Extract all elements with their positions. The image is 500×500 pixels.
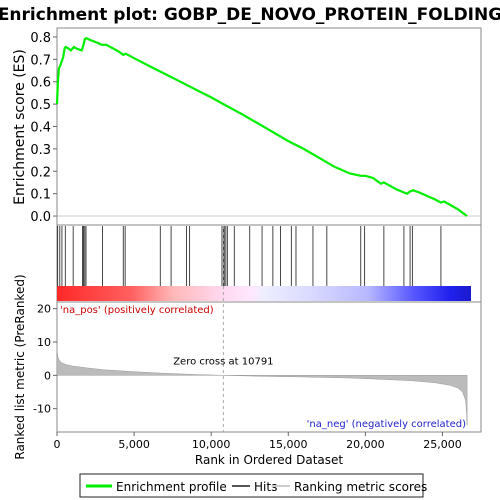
es-tick-label: 0.3 xyxy=(30,143,51,158)
metric-tick-label: 10 xyxy=(37,336,51,349)
es-tick-label: 0.5 xyxy=(30,98,51,113)
legend-metric-label: Ranking metric scores xyxy=(294,480,427,494)
rank-color-bar xyxy=(57,286,471,301)
es-tick-label: 0.4 xyxy=(30,121,51,136)
es-tick-label: 0.2 xyxy=(30,165,51,180)
legend-hits-label: Hits xyxy=(254,480,277,494)
enrichment-profile-line xyxy=(55,36,468,217)
zero-cross-label: Zero cross at 10791 xyxy=(173,357,273,368)
x-tick-label: 15,000 xyxy=(269,438,308,451)
es-tick-label: 0.8 xyxy=(30,31,51,46)
metric-tick-label: 0 xyxy=(44,369,51,382)
pos-label: 'na_pos' (positively correlated) xyxy=(60,305,214,316)
ranking-metric-area xyxy=(56,343,468,426)
es-tick-label: 0.1 xyxy=(30,188,51,203)
metric-tick-label: 20 xyxy=(37,303,51,316)
es-tick-label: 0.7 xyxy=(30,53,51,68)
x-tick-label: 20,000 xyxy=(346,438,385,451)
x-tick-label: 0 xyxy=(54,438,61,451)
es-tick-label: 0.6 xyxy=(30,76,51,91)
es-axis-label: Enrichment score (ES) xyxy=(12,49,28,205)
legend-enrichment-label: Enrichment profile xyxy=(116,480,227,494)
es-tick-label: 0.0 xyxy=(30,210,51,225)
metric-tick-label: -10 xyxy=(33,403,51,416)
legend-item-hits: Hits xyxy=(232,480,277,494)
metric-panel-frame xyxy=(56,301,482,433)
x-tick-label: 25,000 xyxy=(423,438,462,451)
chart-title: Enrichment plot: GOBP_DE_NOVO_PROTEIN_FO… xyxy=(0,5,500,25)
es-panel-frame xyxy=(56,27,482,226)
metric-axis-label: Ranked list metric (PreRanked) xyxy=(13,274,27,459)
x-tick-label: 10,000 xyxy=(192,438,231,451)
neg-label: 'na_neg' (negatively correlated) xyxy=(307,419,466,430)
legend-item-metric: Ranking metric scores xyxy=(272,480,427,494)
x-tick-label: 5,000 xyxy=(118,438,150,451)
x-axis-label: Rank in Ordered Dataset xyxy=(195,453,343,467)
legend-box xyxy=(79,473,424,498)
legend-item-enrichment: Enrichment profile xyxy=(86,480,227,494)
